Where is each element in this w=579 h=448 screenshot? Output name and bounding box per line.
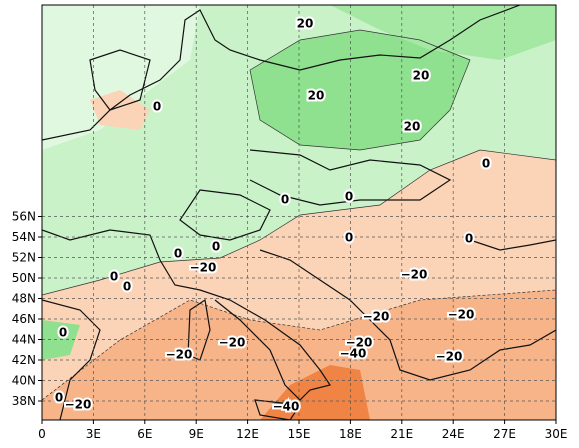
x-tick-label: 6E xyxy=(137,427,152,441)
y-tick-label: 40N xyxy=(12,374,36,388)
contour-label: 0 xyxy=(281,193,289,207)
contour-label: −20 xyxy=(346,336,373,350)
y-tick-label: 44N xyxy=(12,333,36,347)
x-tick-label: 0 xyxy=(38,427,46,441)
y-tick-label: 54N xyxy=(12,230,36,244)
dark-orange-field xyxy=(260,365,370,420)
contour-label: −20 xyxy=(401,268,428,282)
x-tick-label: 3E xyxy=(86,427,101,441)
y-tick-label: 56N xyxy=(12,210,36,224)
contour-label: 0 xyxy=(345,231,353,245)
x-tick-label: 9E xyxy=(189,427,204,441)
contour-label: 0 xyxy=(59,326,67,340)
contour-label: −40 xyxy=(340,347,367,361)
contour-label: 20 xyxy=(404,120,421,134)
x-tick-label: 27E xyxy=(493,427,516,441)
green-field xyxy=(330,5,556,60)
contour-label: 20 xyxy=(297,17,314,31)
contour-label: 0 xyxy=(482,157,490,171)
x-tick-label: 15E xyxy=(288,427,311,441)
x-tick-label: 12E xyxy=(236,427,259,441)
light-field xyxy=(42,5,200,150)
contour-label: 0 xyxy=(174,247,182,261)
y-tick-label: 48N xyxy=(12,292,36,306)
y-tick-label: 50N xyxy=(12,271,36,285)
y-tick-label: 42N xyxy=(12,353,36,367)
contour-label: 0 xyxy=(465,232,473,246)
contour-label: 0 xyxy=(123,280,131,294)
contour-label: 0 xyxy=(55,391,63,405)
contour-label: −20 xyxy=(190,261,217,275)
x-tick-label: 30E xyxy=(545,427,568,441)
x-tick-label: 18E xyxy=(339,427,362,441)
y-tick-label: 38N xyxy=(12,394,36,408)
contour-label: 0 xyxy=(153,100,161,114)
contour-label: −20 xyxy=(166,348,193,362)
contour-label: −40 xyxy=(273,400,300,414)
y-tick-label: 52N xyxy=(12,251,36,265)
x-tick-label: 24E xyxy=(442,427,465,441)
y-tick-label: 46N xyxy=(12,312,36,326)
green-field xyxy=(250,30,470,150)
contour-label: −20 xyxy=(436,350,463,364)
contour-label: 0 xyxy=(212,240,220,254)
x-tick-label: 21E xyxy=(390,427,413,441)
contour-label: −20 xyxy=(363,310,390,324)
contour-label: 0 xyxy=(345,190,353,204)
green-field xyxy=(42,320,80,360)
contour-label: 0 xyxy=(110,270,118,284)
orange-field xyxy=(90,90,150,130)
grid: 0 3E 6E 9E 12E 15E 18E 21E 24E 27E 30E 38N 40N 42N 44N… xyxy=(12,5,568,441)
contour-label: −20 xyxy=(65,398,92,412)
contour-label: −20 xyxy=(448,308,475,322)
contour-label: 20 xyxy=(308,89,325,103)
contour-label: 20 xyxy=(413,69,430,83)
frame xyxy=(41,4,557,421)
contour-label: −20 xyxy=(219,336,246,350)
field xyxy=(42,5,556,420)
